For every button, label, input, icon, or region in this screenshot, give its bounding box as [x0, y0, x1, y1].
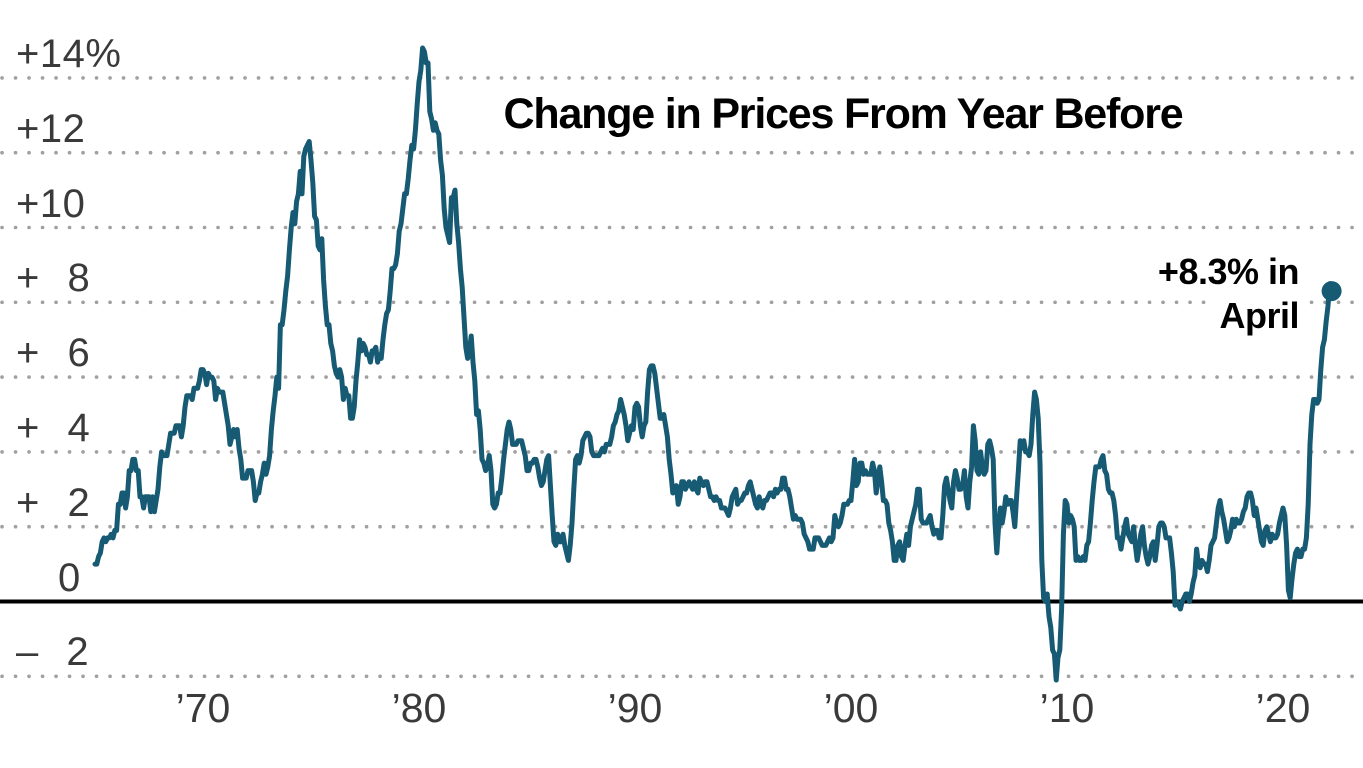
x-axis-label: ’10 — [1039, 685, 1095, 731]
y-axis-label: + 6 — [16, 331, 91, 376]
latest-value-annotation: +8.3% in April — [1149, 250, 1307, 338]
annotation-line-1: +8.3% in — [1149, 250, 1307, 294]
latest-point-dot — [1321, 281, 1342, 302]
x-axis-label: ’80 — [391, 685, 447, 731]
cpi-line — [92, 45, 1335, 683]
y-axis-label: +14% — [16, 31, 122, 76]
x-axis-label: ’70 — [175, 685, 231, 731]
y-axis-label: + 8 — [16, 256, 91, 301]
chart-title: Change in Prices From Year Before — [503, 90, 1184, 138]
x-axis-label: ’00 — [823, 685, 879, 731]
y-axis-label: +12 — [16, 106, 86, 151]
y-axis-label: 0 — [58, 555, 81, 600]
y-axis-label: +10 — [16, 181, 86, 226]
y-axis-label: + 4 — [16, 405, 91, 450]
x-axis-label: ’20 — [1255, 685, 1311, 731]
annotation-line-2: April — [1211, 294, 1307, 338]
y-axis-label: – 2 — [16, 630, 90, 675]
x-axis-label: ’90 — [607, 685, 663, 731]
y-axis-label: + 2 — [16, 480, 91, 525]
